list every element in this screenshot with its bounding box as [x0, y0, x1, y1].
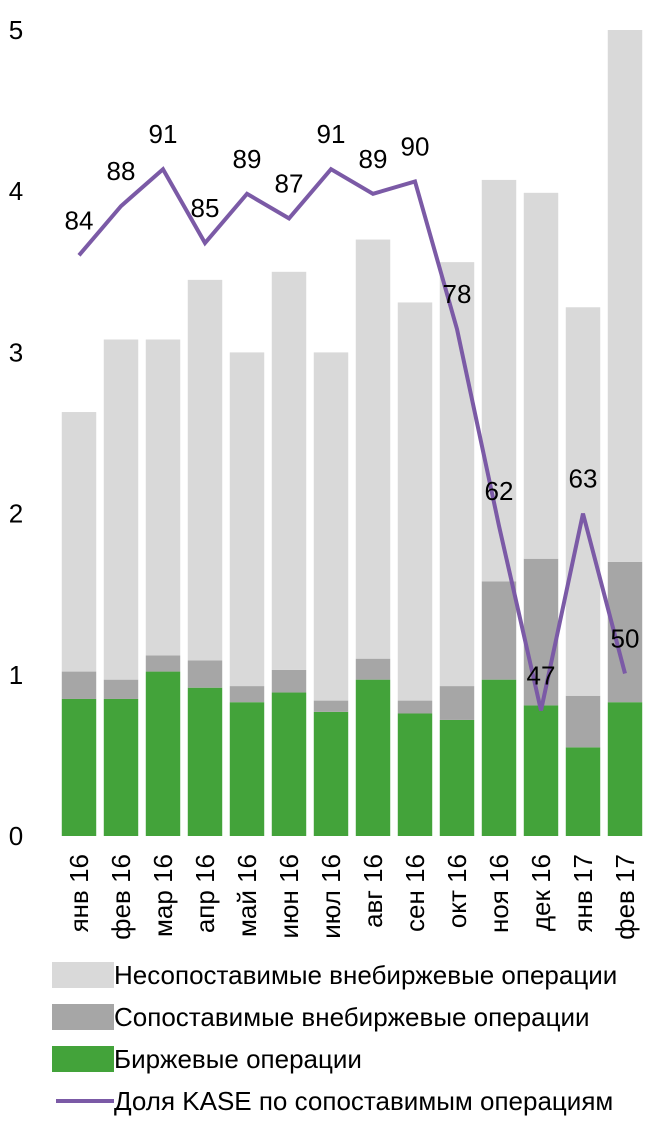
x-tick-label: ноя 16	[484, 854, 514, 933]
bar-segment-exchange	[355, 679, 391, 836]
x-tick-label: янв 16	[64, 854, 94, 932]
kase-share-data-label: 89	[359, 144, 388, 174]
legend-swatch-exchange	[52, 1046, 114, 1072]
legend-label-unmatched-otc: Несопоставимые внебиржевые операции	[114, 960, 618, 990]
bar-segment-matched-otc	[313, 700, 349, 712]
bar-segment-exchange	[313, 711, 349, 836]
kase-share-data-label: 88	[107, 156, 136, 186]
bar-segment-matched-otc	[271, 669, 307, 693]
legend-label-exchange: Биржевые операции	[114, 1044, 362, 1074]
bar-segment-matched-otc	[397, 700, 433, 714]
bar-segment-unmatched-otc	[481, 179, 517, 582]
bar-segment-exchange	[271, 692, 307, 836]
legend-swatch-unmatched-otc	[52, 962, 114, 988]
x-tick-label: май 16	[232, 854, 262, 937]
bar-segment-unmatched-otc	[103, 339, 139, 680]
kase-share-data-label: 91	[149, 119, 178, 149]
legend-item-unmatched-otc: Несопоставимые внебиржевые операции	[52, 954, 642, 996]
y-tick-label: 2	[9, 499, 23, 529]
kase-share-data-label: 47	[527, 660, 556, 690]
bar-segment-unmatched-otc	[397, 302, 433, 701]
kase-share-data-label: 89	[233, 144, 262, 174]
kase-share-data-label: 62	[485, 476, 514, 506]
bar-segment-exchange	[103, 698, 139, 836]
x-tick-label: июн 16	[274, 854, 304, 939]
legend-label-matched-otc: Сопоставимые внебиржевые операции	[114, 1002, 590, 1032]
legend-label-kase-share: Доля KASE по сопоставимым операциям	[114, 1086, 614, 1116]
kase-share-line	[77, 166, 627, 711]
bar-segment-matched-otc	[229, 686, 265, 703]
bar-segment-matched-otc	[565, 695, 601, 748]
bar-segment-exchange	[229, 702, 265, 836]
x-tick-label: мар 16	[148, 854, 178, 937]
bar-segment-unmatched-otc	[355, 239, 391, 659]
x-tick-label: янв 17	[568, 854, 598, 932]
kase-share-data-label: 63	[569, 464, 598, 494]
y-tick-label: 0	[9, 821, 23, 851]
kase-share-data-label: 91	[317, 119, 346, 149]
bar-segment-unmatched-otc	[61, 412, 97, 672]
bar-segment-matched-otc	[61, 671, 97, 699]
x-tick-label: фев 17	[610, 854, 640, 940]
x-tick-label: сен 16	[400, 854, 430, 932]
bar-segment-matched-otc	[355, 658, 391, 680]
bar-segment-exchange	[187, 687, 223, 836]
bar-segment-exchange	[397, 713, 433, 836]
bar-segment-matched-otc	[187, 660, 223, 688]
bar-segment-exchange	[607, 702, 643, 836]
bar-segment-matched-otc	[103, 679, 139, 699]
x-tick-label: июл 16	[316, 854, 346, 939]
legend-item-exchange: Биржевые операции	[52, 1038, 642, 1080]
x-tick-label: дек 16	[526, 854, 556, 931]
bar-segment-matched-otc	[439, 686, 475, 720]
y-tick-label: 5	[9, 15, 23, 45]
bar-segment-exchange	[61, 698, 97, 836]
y-tick-label: 4	[9, 176, 23, 206]
legend-swatch-matched-otc	[52, 1004, 114, 1030]
bar-segment-matched-otc	[523, 558, 559, 706]
bar-segment-unmatched-otc	[565, 307, 601, 696]
bar-segment-exchange	[565, 747, 601, 836]
kase-share-data-label: 50	[611, 624, 640, 654]
y-tick-label: 1	[9, 660, 23, 690]
bar-segment-unmatched-otc	[187, 279, 223, 661]
kase-share-data-label: 90	[401, 132, 430, 162]
bar-segment-unmatched-otc	[145, 339, 181, 656]
x-tick-label: окт 16	[442, 854, 472, 928]
x-tick-label: фев 16	[106, 854, 136, 940]
bar-segment-matched-otc	[481, 581, 517, 680]
kase-share-data-label: 78	[443, 279, 472, 309]
bar-segment-unmatched-otc	[607, 30, 643, 562]
x-tick-label: авг 16	[358, 854, 388, 928]
x-tick-label: апр 16	[190, 854, 220, 933]
legend-line-kase-share	[52, 1088, 114, 1114]
bar-segment-unmatched-otc	[271, 271, 307, 670]
legend-item-kase-share: Доля KASE по сопоставимым операциям	[52, 1080, 642, 1122]
bar-segment-exchange	[481, 679, 517, 836]
y-tick-label: 3	[9, 337, 23, 367]
bar-segment-unmatched-otc	[523, 192, 559, 559]
legend: Несопоставимые внебиржевые операции Сопо…	[52, 954, 642, 1122]
bar-segment-matched-otc	[145, 655, 181, 672]
kase-share-data-label: 85	[191, 193, 220, 223]
bar-segment-unmatched-otc	[313, 352, 349, 701]
bar-segment-exchange	[145, 671, 181, 836]
bar-segment-exchange	[523, 705, 559, 836]
bar-segment-exchange	[439, 719, 475, 836]
kase-share-data-label: 87	[275, 168, 304, 198]
bar-segment-unmatched-otc	[229, 352, 265, 687]
legend-item-matched-otc: Сопоставимые внебиржевые операции	[52, 996, 642, 1038]
kase-share-data-label: 84	[65, 205, 94, 235]
